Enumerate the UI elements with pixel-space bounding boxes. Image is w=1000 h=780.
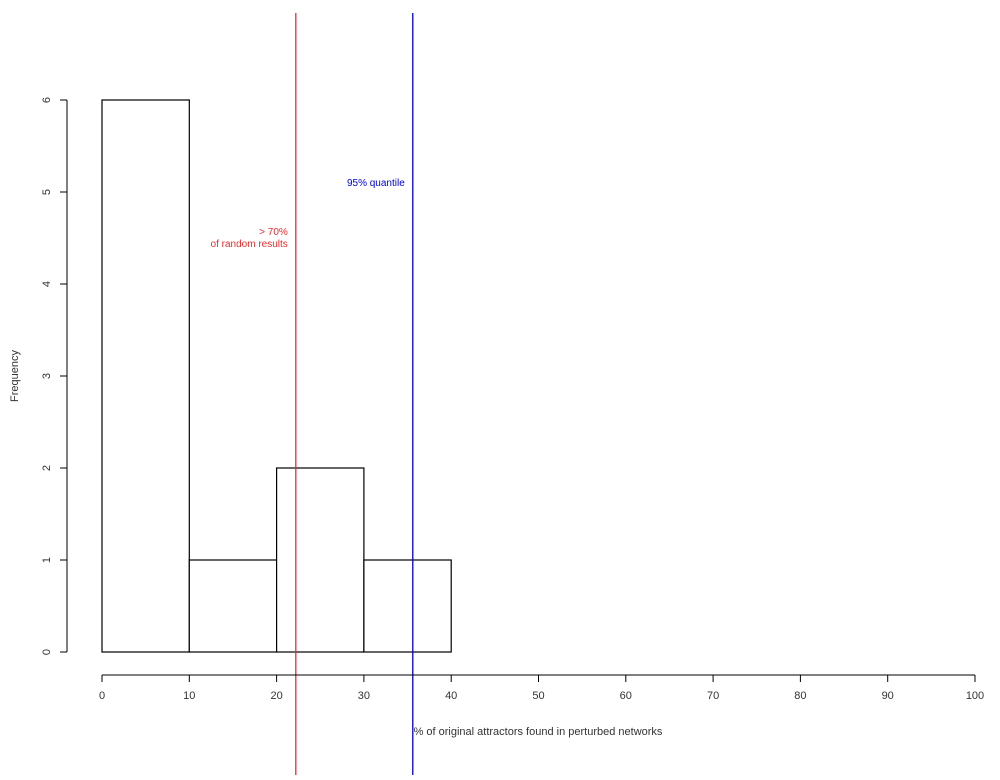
reference-line-label: 95% quantile xyxy=(347,178,405,189)
x-tick-label: 0 xyxy=(99,690,105,702)
x-tick-label: 70 xyxy=(707,690,719,702)
reference-line-label: > 70% xyxy=(259,227,288,238)
x-axis: 0 10 20 30 40 50 60 70 80 90 100 xyxy=(99,674,984,702)
histogram-bar-3 xyxy=(363,559,452,653)
y-tick-label: 5 xyxy=(41,189,53,195)
x-tick-label: 10 xyxy=(183,690,195,702)
histogram-bar-1 xyxy=(188,559,278,653)
y-tick-label: 0 xyxy=(41,649,53,655)
x-tick-label: 40 xyxy=(445,690,457,702)
y-tick-label: 4 xyxy=(41,281,53,287)
y-axis: 0 1 2 3 4 5 6 xyxy=(41,97,68,655)
x-tick-label: 90 xyxy=(882,690,894,702)
x-tick-label: 80 xyxy=(794,690,806,702)
histogram-bar-2 xyxy=(276,467,365,653)
x-axis-label: % of original attractors found in pertur… xyxy=(414,726,663,738)
y-axis-label: Frequency xyxy=(9,350,21,402)
y-tick-label: 6 xyxy=(41,97,53,103)
x-tick-label: 50 xyxy=(532,690,544,702)
x-tick-label: 100 xyxy=(966,690,984,702)
x-tick-label: 60 xyxy=(620,690,632,702)
reference-lines: > 70%of random results 95% quantile xyxy=(211,13,414,775)
histogram-bars xyxy=(101,99,452,653)
y-tick-label: 1 xyxy=(41,557,53,563)
histogram-bar-0 xyxy=(101,99,190,653)
reference-line-label: of random results xyxy=(211,239,288,250)
y-tick-label: 2 xyxy=(41,465,53,471)
x-tick-label: 20 xyxy=(270,690,282,702)
y-tick-label: 3 xyxy=(41,373,53,379)
x-tick-label: 30 xyxy=(358,690,370,702)
